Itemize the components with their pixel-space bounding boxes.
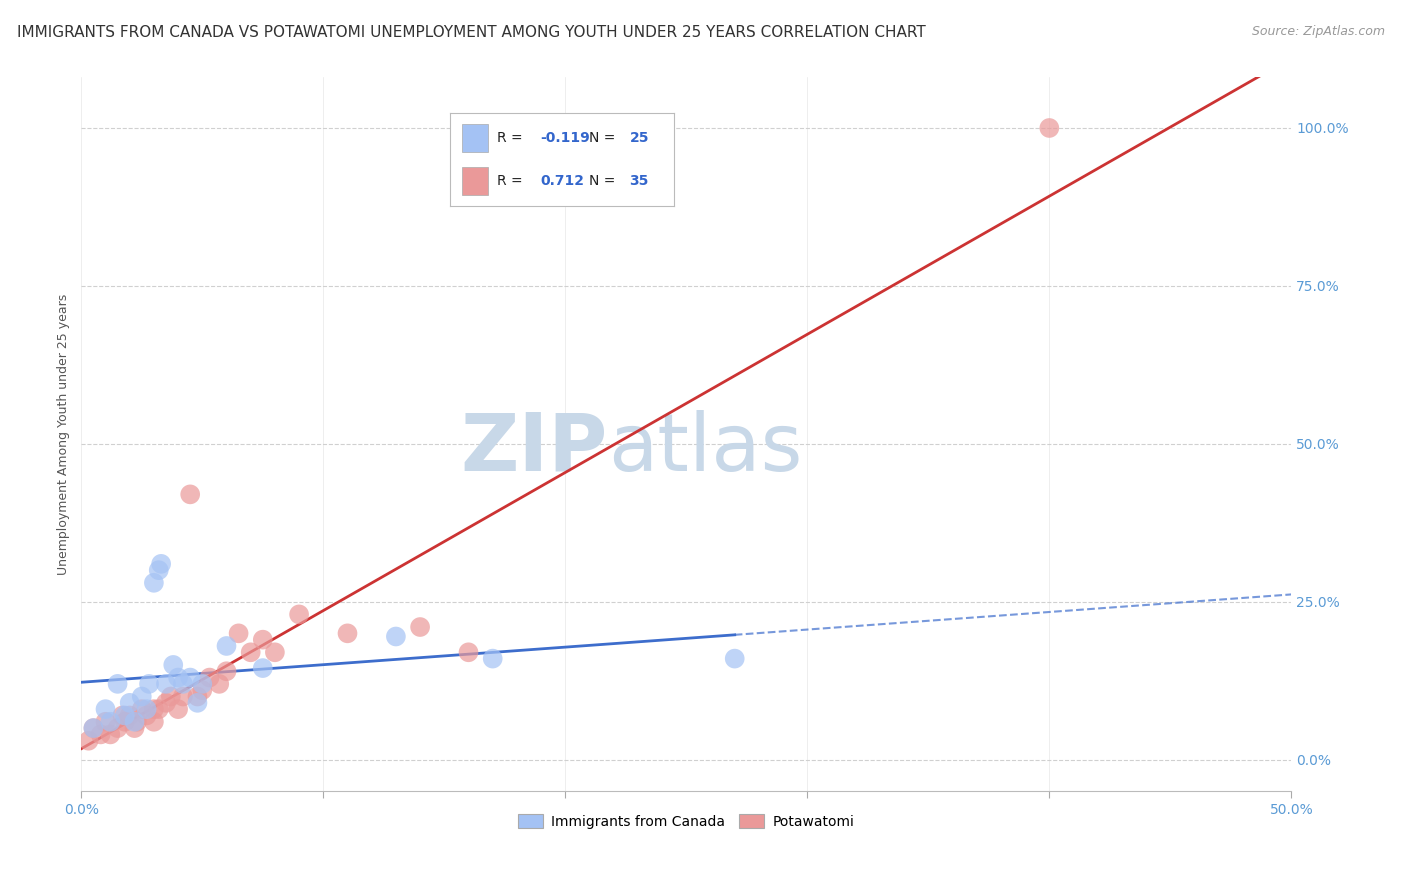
Point xyxy=(385,630,408,644)
Text: IMMIGRANTS FROM CANADA VS POTAWATOMI UNEMPLOYMENT AMONG YOUTH UNDER 25 YEARS COR: IMMIGRANTS FROM CANADA VS POTAWATOMI UNE… xyxy=(17,25,925,40)
Point xyxy=(179,671,201,685)
Text: atlas: atlas xyxy=(607,409,801,488)
Point xyxy=(215,639,238,653)
Point xyxy=(150,557,173,571)
Point xyxy=(138,677,160,691)
Point xyxy=(131,690,153,704)
Point xyxy=(107,677,129,691)
Point xyxy=(82,721,104,735)
Point xyxy=(98,714,121,729)
Point xyxy=(167,702,190,716)
Point xyxy=(148,563,170,577)
Point xyxy=(94,702,117,716)
Point xyxy=(191,677,214,691)
Point xyxy=(457,645,479,659)
Text: Source: ZipAtlas.com: Source: ZipAtlas.com xyxy=(1251,25,1385,38)
Point xyxy=(252,661,274,675)
Point xyxy=(118,708,141,723)
Point xyxy=(198,671,221,685)
Point xyxy=(167,671,190,685)
Y-axis label: Unemployment Among Youth under 25 years: Unemployment Among Youth under 25 years xyxy=(58,293,70,575)
Point xyxy=(724,651,747,665)
Point xyxy=(481,651,503,665)
Point xyxy=(142,702,165,716)
Point xyxy=(142,575,165,590)
Point xyxy=(186,690,208,704)
Point xyxy=(98,727,121,741)
Text: ZIP: ZIP xyxy=(460,409,607,488)
Point xyxy=(336,626,359,640)
Point xyxy=(172,690,194,704)
Point xyxy=(215,665,238,679)
Point xyxy=(252,632,274,647)
Point xyxy=(118,696,141,710)
Point xyxy=(94,714,117,729)
Point xyxy=(239,645,262,659)
Point xyxy=(172,677,194,691)
Point xyxy=(179,487,201,501)
Point xyxy=(208,677,231,691)
Point xyxy=(148,702,170,716)
Point xyxy=(114,708,136,723)
Point xyxy=(288,607,311,622)
Point xyxy=(77,733,100,747)
Point xyxy=(186,696,208,710)
Point xyxy=(409,620,432,634)
Point xyxy=(124,721,146,735)
Point xyxy=(131,702,153,716)
Point xyxy=(160,690,183,704)
Point xyxy=(135,702,157,716)
Point xyxy=(155,677,177,691)
Point xyxy=(111,708,134,723)
Point xyxy=(228,626,250,640)
Point xyxy=(82,721,104,735)
Point xyxy=(90,727,112,741)
Point xyxy=(162,657,184,672)
Point xyxy=(264,645,287,659)
Point xyxy=(125,714,148,729)
Point xyxy=(1038,120,1060,135)
Point xyxy=(124,714,146,729)
Point xyxy=(191,683,214,698)
Point xyxy=(135,708,157,723)
Legend: Immigrants from Canada, Potawatomi: Immigrants from Canada, Potawatomi xyxy=(513,808,860,834)
Point xyxy=(107,721,129,735)
Point xyxy=(114,714,136,729)
Point xyxy=(155,696,177,710)
Point xyxy=(142,714,165,729)
